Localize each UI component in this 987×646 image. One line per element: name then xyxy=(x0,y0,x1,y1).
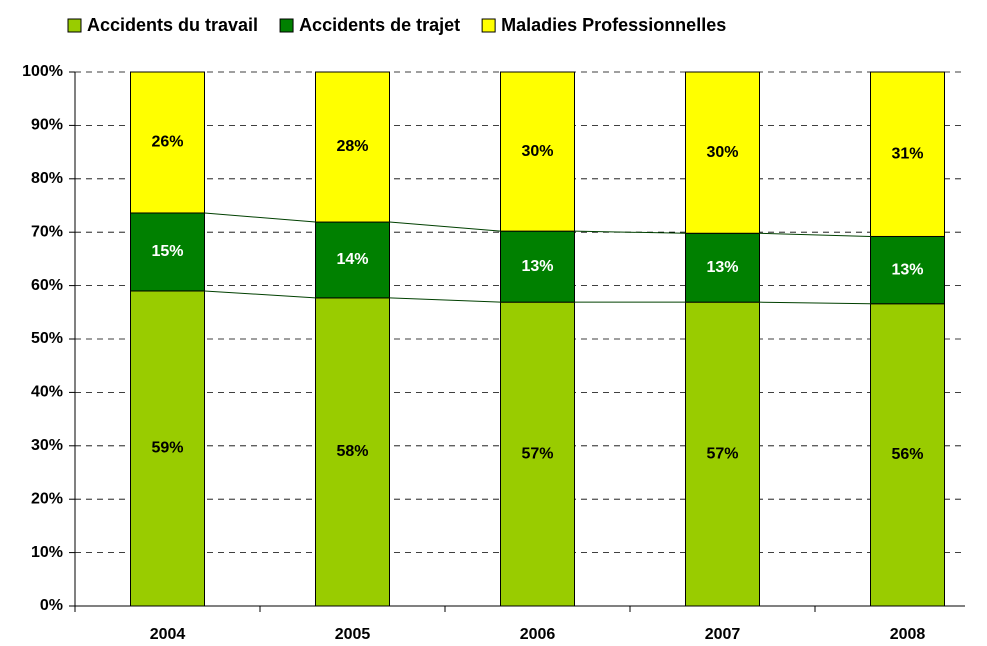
x-tick-label: 2006 xyxy=(520,626,556,643)
x-tick-label: 2005 xyxy=(335,626,371,643)
legend-swatch xyxy=(279,18,294,33)
y-tick-label: 80% xyxy=(31,170,63,187)
series-connector xyxy=(759,232,871,237)
series-connector xyxy=(204,290,316,299)
legend-label: Accidents de trajet xyxy=(299,15,460,35)
data-label: 13% xyxy=(706,259,738,276)
series-connector xyxy=(574,230,686,234)
data-label: 15% xyxy=(151,243,183,260)
data-label: 30% xyxy=(521,143,553,160)
data-label: 31% xyxy=(891,145,923,162)
y-tick-label: 50% xyxy=(31,330,63,347)
y-tick-label: 100% xyxy=(22,63,63,80)
data-label: 13% xyxy=(891,261,923,278)
data-label: 56% xyxy=(891,446,923,463)
series-connector xyxy=(204,212,316,223)
bar-segment xyxy=(130,212,205,292)
data-label: 59% xyxy=(151,440,183,457)
bar-segment xyxy=(130,71,205,214)
data-label: 57% xyxy=(521,445,553,462)
bar-segment xyxy=(500,71,575,232)
bar-segment xyxy=(500,230,575,303)
x-tick-label: 2004 xyxy=(150,626,186,643)
data-label: 58% xyxy=(336,443,368,460)
legend-label: Accidents du travail xyxy=(87,15,258,35)
x-tick-label: 2007 xyxy=(705,626,741,643)
data-label: 30% xyxy=(706,144,738,161)
y-tick-label: 60% xyxy=(31,277,63,294)
bar-segment xyxy=(685,301,760,607)
y-tick-label: 70% xyxy=(31,223,63,240)
series-connector xyxy=(759,301,871,305)
bar-segment xyxy=(315,221,390,299)
data-label: 14% xyxy=(336,251,368,268)
y-tick-label: 40% xyxy=(31,384,63,401)
y-tick-label: 30% xyxy=(31,437,63,454)
bar-segment xyxy=(500,301,575,607)
series-connector xyxy=(389,297,501,303)
series-connector xyxy=(389,221,501,232)
bar-segment xyxy=(685,71,760,234)
data-label: 26% xyxy=(151,134,183,151)
bar-segment xyxy=(870,235,945,305)
y-tick-label: 20% xyxy=(31,490,63,507)
bar-segment xyxy=(870,71,945,237)
y-tick-label: 10% xyxy=(31,544,63,561)
data-label: 57% xyxy=(706,445,738,462)
legend-swatch xyxy=(481,18,496,33)
y-tick-label: 90% xyxy=(31,117,63,134)
data-label: 13% xyxy=(521,258,553,275)
legend-label: Maladies Professionnelles xyxy=(501,15,726,35)
y-tick-label: 0% xyxy=(40,597,63,614)
bar-segment xyxy=(130,290,205,607)
bar-segment xyxy=(315,71,390,223)
x-tick-label: 2008 xyxy=(890,626,926,643)
legend-swatch xyxy=(67,18,82,33)
data-label: 28% xyxy=(336,138,368,155)
